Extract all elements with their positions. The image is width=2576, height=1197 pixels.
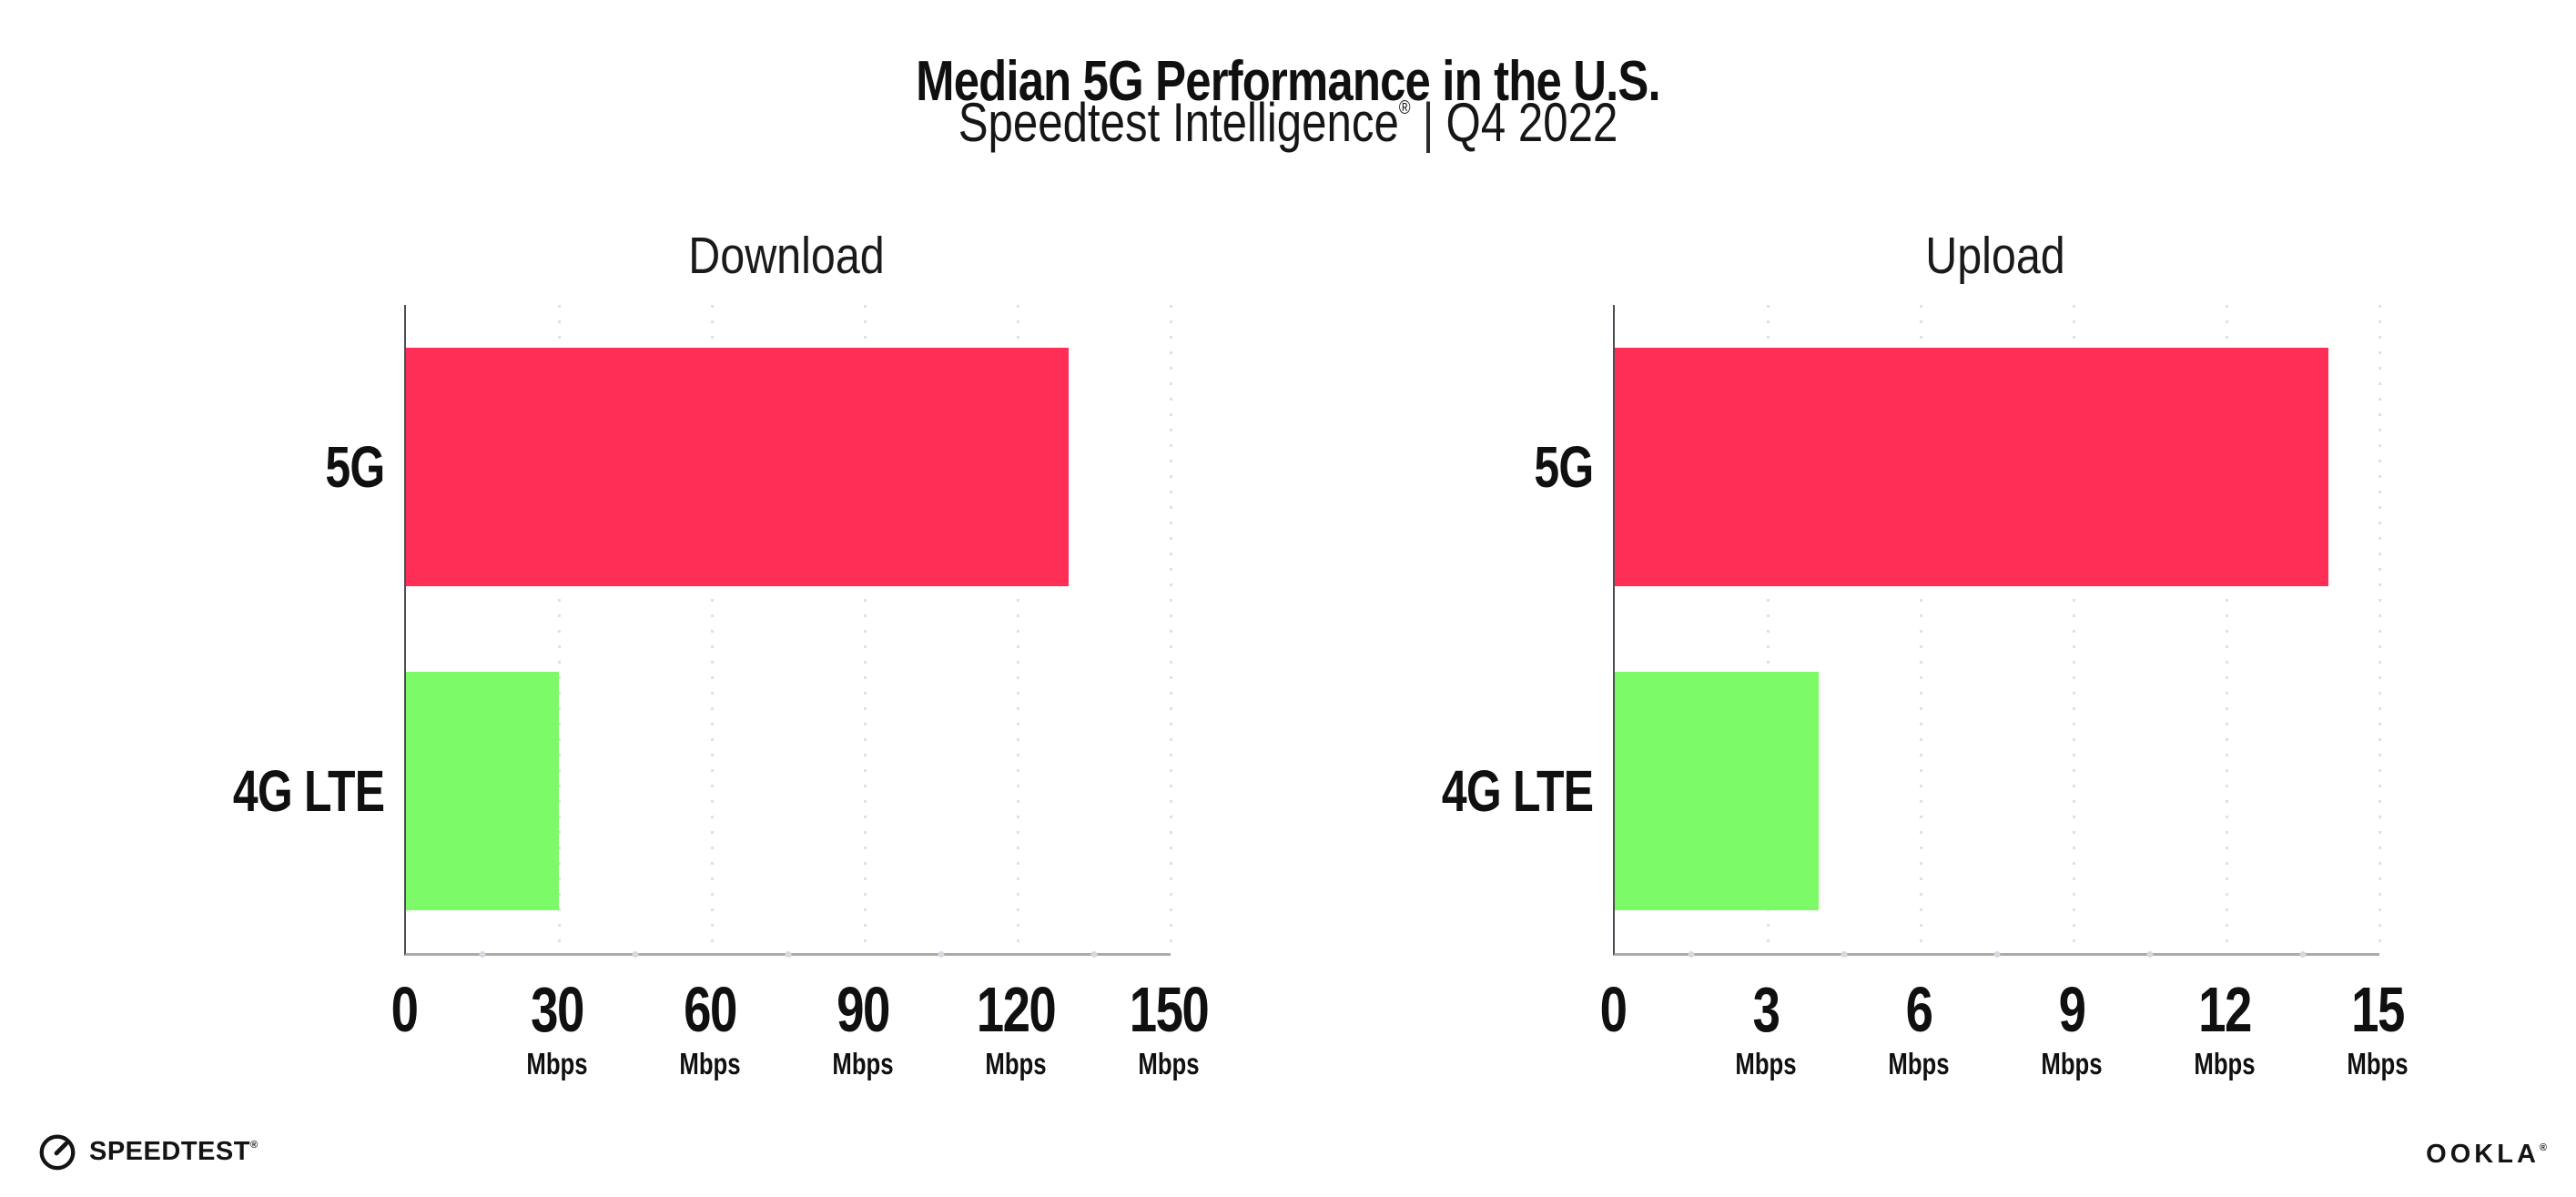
plot-area [1613,305,2381,958]
speedtest-wordmark: SPEEDTEST® [89,1137,258,1167]
speedtest-logo: SPEEDTEST® [36,1131,258,1172]
gridline [558,305,561,953]
category-label-5g: 5G [1533,434,1594,500]
x-tick-30: 30 Mbps [526,978,587,1079]
x-tick-unit: Mbps [679,1047,741,1080]
x-tick-150: 150 Mbps [1129,974,1210,1080]
axis-minor-tick-dot [632,951,639,958]
x-tick-value: 9 [2058,974,2086,1045]
x-tick-value: 12 [2198,974,2252,1045]
x-tick-6: 6 Mbps [1888,978,1949,1079]
x-tick-value: 0 [1599,974,1628,1045]
gridline [1920,305,1922,953]
category-axis: 5G 4G LTE [1422,305,1613,953]
category-label-4g-lte: 4G LTE [1441,758,1594,824]
axis-minor-tick-dot [1841,951,1848,958]
upload-chart: Upload 5G 4G LTE 0 3 Mbps 6 Mbps 9 Mbps 12 Mbps 15… [1422,226,2409,1100]
gridline [1170,305,1172,953]
x-axis-labels: 0 3 Mbps 6 Mbps 9 Mbps 12 Mbps 15 Mbps [1600,978,2409,1105]
x-tick-unit: Mbps [526,1047,588,1080]
registered-mark: ® [1398,97,1411,118]
subtitle-separator: | [1422,92,1435,153]
x-tick-15: 15 Mbps [2347,978,2408,1079]
ookla-label: OOKLA [2426,1140,2540,1169]
ookla-logo: OOKLA® [2426,1140,2547,1170]
speedtest-label: SPEEDTEST [89,1136,250,1166]
subtitle-period: Q4 2022 [1445,92,1618,153]
x-tick-unit: Mbps [832,1047,894,1080]
ookla-registered-mark: ® [2539,1142,2547,1153]
gridline [2073,305,2075,953]
axis-minor-tick-dot [1993,951,2001,958]
x-tick-unit: Mbps [985,1047,1047,1080]
x-tick-unit: Mbps [1138,1047,1200,1080]
gridline [1767,305,1770,953]
chart-title-download: Download [688,227,885,285]
axis-minor-tick-dot [785,951,792,958]
category-axis: 5G 4G LTE [213,305,404,953]
x-tick-value: 15 [2351,974,2405,1045]
x-tick-value: 150 [1129,974,1210,1045]
bar-5g [1615,348,2328,586]
x-tick-value: 3 [1752,974,1780,1045]
gridline [864,305,867,953]
bar-5g [406,348,1069,586]
axis-minor-tick-dot [1090,951,1098,958]
plot-area [404,305,1172,958]
bar-4g-lte [1615,672,1819,910]
x-tick-value: 30 [531,974,584,1045]
gridline [2226,305,2228,953]
x-tick-9: 9 Mbps [2041,978,2102,1079]
x-tick-90: 90 Mbps [832,978,893,1079]
category-label-4g-lte: 4G LTE [232,758,385,824]
category-label-5g: 5G [324,434,385,500]
bar-4g-lte [406,672,559,910]
x-tick-12: 12 Mbps [2194,978,2255,1079]
x-tick-0: 0 [1599,974,1628,1045]
x-tick-value: 60 [684,974,737,1045]
x-tick-unit: Mbps [2041,1047,2103,1080]
x-tick-unit: Mbps [2347,1047,2409,1080]
gridline [1017,305,1019,953]
axis-minor-tick-dot [2299,951,2307,958]
x-tick-unit: Mbps [1888,1047,1950,1080]
x-tick-unit: Mbps [1735,1047,1797,1080]
axis-minor-tick-dot [1688,951,1695,958]
axis-minor-tick-dot [2146,951,2154,958]
gridline [711,305,714,953]
axis-minor-tick-dot [479,951,486,958]
download-chart: Download 5G 4G LTE 0 30 Mbps 60 Mbps 90 Mbps 120… [213,226,1210,1100]
x-tick-value: 6 [1905,974,1933,1045]
axis-minor-tick-dot [938,951,945,958]
x-tick-0: 0 [390,974,419,1045]
x-axis-labels: 0 30 Mbps 60 Mbps 90 Mbps 120 Mbps 150 Mbps [391,974,1210,1105]
speedtest-gauge-icon [39,1134,76,1171]
x-tick-60: 60 Mbps [679,978,740,1079]
gridline [2378,305,2381,953]
x-tick-3: 3 Mbps [1735,978,1796,1079]
x-tick-120: 120 Mbps [976,974,1057,1080]
subtitle-brand: Speedtest Intelligence [958,92,1399,153]
page-subtitle: Speedtest Intelligence® | Q4 2022 [232,91,2345,154]
x-tick-unit: Mbps [2194,1047,2256,1080]
page-title: Median 5G Performance in the U.S. [916,49,1660,113]
chart-title-upload: Upload [1925,227,2065,285]
x-tick-value: 90 [837,974,890,1045]
speedtest-registered-mark: ® [249,1139,259,1151]
x-tick-value: 120 [976,974,1057,1045]
x-tick-value: 0 [390,974,419,1045]
